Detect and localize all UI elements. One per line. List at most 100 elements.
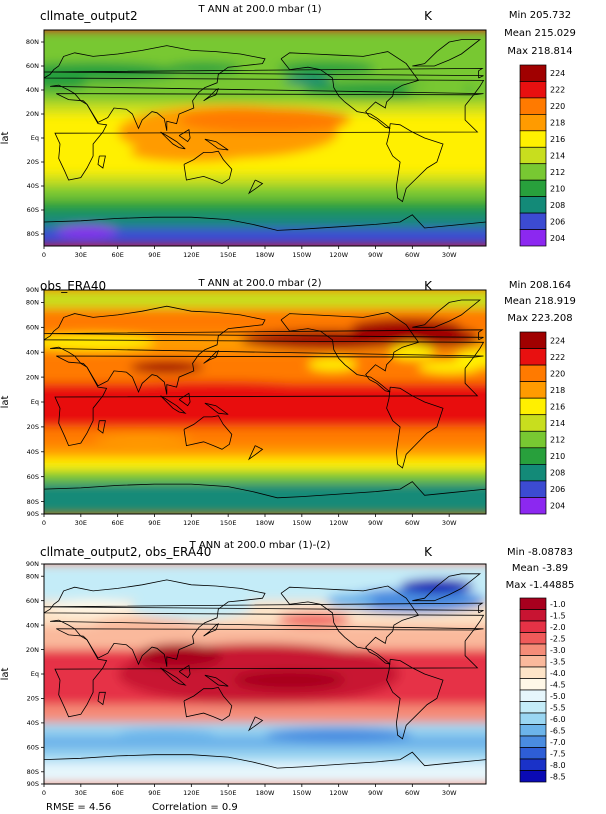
- panel-title: T ANN at 200.0 mbar (2): [198, 278, 322, 289]
- coastline: [183, 415, 233, 450]
- coastlines: [44, 299, 486, 499]
- colorbar-label: -4.5: [550, 680, 566, 689]
- stat-min: Min 205.732: [509, 10, 571, 21]
- coastline: [203, 350, 220, 364]
- colorbar-swatch: [519, 348, 547, 366]
- colorbar: 224 222 220 218 216 214 212 210 208 206 204: [519, 331, 565, 515]
- contour-band: [44, 212, 486, 228]
- x-tick-label: 180W: [256, 251, 275, 259]
- x-tick-label: 60W: [405, 519, 420, 527]
- coastline: [44, 305, 485, 395]
- coastline: [44, 481, 486, 499]
- y-tick-label: 40N: [26, 348, 39, 356]
- y-tick-label: 80S: [27, 230, 39, 238]
- contour-band: [44, 156, 486, 174]
- colorbar-swatch: [519, 747, 547, 760]
- case-name: obs_ERA40: [40, 279, 106, 293]
- panel-title: T ANN at 200.0 mbar (1): [198, 4, 322, 15]
- colorbar-label: -6.0: [550, 715, 566, 724]
- colorbar-swatch: [519, 430, 547, 449]
- colorbar-swatch: [519, 130, 547, 148]
- colorbar-label: 218: [550, 119, 565, 128]
- colorbar-label: -8.5: [550, 772, 566, 781]
- x-tick-label: 150W: [292, 789, 311, 797]
- units-label: K: [424, 9, 433, 23]
- coastline: [97, 420, 106, 434]
- colorbar-label: -3.0: [550, 646, 566, 655]
- stat-min: Min 208.164: [509, 280, 571, 291]
- contour-band: [44, 704, 486, 723]
- colorbar-swatch: [519, 620, 547, 633]
- coastline: [160, 131, 186, 150]
- colorbar-label: -5.0: [550, 692, 566, 701]
- colorbar-label: 204: [550, 502, 565, 511]
- contour-patch: [390, 344, 435, 360]
- contour-patch: [455, 349, 486, 368]
- colorbar-swatch: [519, 229, 547, 247]
- colorbar-label: -6.5: [550, 726, 566, 735]
- x-tick-label: 60E: [111, 789, 123, 797]
- x-tick-label: 90E: [148, 789, 160, 797]
- y-tick-label: 40S: [27, 448, 39, 456]
- contour-field: [44, 30, 486, 246]
- coastline: [160, 667, 187, 686]
- y-axis-label: lat: [0, 668, 11, 681]
- stat-max: Max -1.44885: [506, 580, 575, 591]
- coastline: [54, 355, 479, 447]
- colorbar-label: 212: [550, 168, 565, 177]
- colorbar-label: -1.0: [550, 600, 566, 609]
- coastline: [386, 658, 444, 740]
- x-tick-label: 90W: [368, 519, 383, 527]
- x-tick-label: 120E: [183, 251, 200, 259]
- y-tick-label: 20N: [26, 373, 39, 381]
- y-tick-label: 20S: [27, 158, 39, 166]
- map-panel-1: 0 30E 60E 90E 120E 150E 180W 150W 120W 90W 60W 30W 8…: [0, 4, 576, 259]
- coastline: [248, 445, 264, 461]
- contour-patch: [406, 82, 468, 98]
- colorbar-swatch: [519, 655, 547, 668]
- colorbar-swatch: [519, 364, 547, 382]
- contour-band: [44, 200, 486, 213]
- contour-patch: [93, 434, 192, 445]
- x-tick-label: 90E: [148, 519, 160, 527]
- colorbar-label: 214: [550, 152, 565, 161]
- colorbar-label: -4.0: [550, 669, 566, 678]
- x-tick-label: 150E: [220, 789, 237, 797]
- colorbar-swatch: [519, 643, 547, 656]
- coastline: [203, 87, 220, 102]
- coastline: [54, 93, 479, 181]
- colorbar-label: 214: [550, 419, 565, 428]
- coastline: [280, 585, 420, 665]
- colorbar-label: -2.5: [550, 634, 566, 643]
- coastline: [178, 664, 191, 679]
- colorbar-label: -2.0: [550, 623, 566, 632]
- colorbar-swatch: [519, 480, 547, 498]
- y-tick-label: 60N: [26, 324, 39, 332]
- colorbar-label: 206: [550, 485, 565, 494]
- rmse-label: RMSE = 4.56: [46, 802, 111, 813]
- coastline: [248, 179, 264, 195]
- colorbar-label: 204: [550, 234, 565, 243]
- colorbar-swatch: [519, 97, 547, 115]
- colorbar-label: -5.5: [550, 703, 566, 712]
- coastline: [44, 67, 484, 79]
- stat-min: Min -8.08783: [507, 547, 573, 558]
- colorbar-swatch: [519, 701, 547, 714]
- y-tick-label: 80N: [26, 299, 39, 307]
- contour-patch: [44, 334, 155, 350]
- colorbar-label: 216: [550, 135, 565, 144]
- colorbar: -1.0 -1.5 -2.0 -2.5 -3.0 -3.5 -4.0 -4.5 -5.0 -5.5…: [519, 597, 566, 783]
- contour-band: [44, 735, 486, 750]
- y-tick-label: Eq: [31, 134, 39, 142]
- contour-band: [44, 482, 486, 514]
- colorbar-swatch: [519, 735, 547, 748]
- colorbar-label: -3.5: [550, 657, 566, 666]
- coastline: [44, 214, 486, 231]
- colorbar-label: -1.5: [550, 611, 566, 620]
- contour-field: [44, 290, 486, 514]
- contour-patch: [179, 108, 351, 132]
- coastline: [54, 628, 479, 718]
- y-tick-label: 60N: [26, 62, 39, 70]
- y-tick-label: 90S: [27, 780, 39, 788]
- y-tick-label: 90N: [26, 286, 39, 294]
